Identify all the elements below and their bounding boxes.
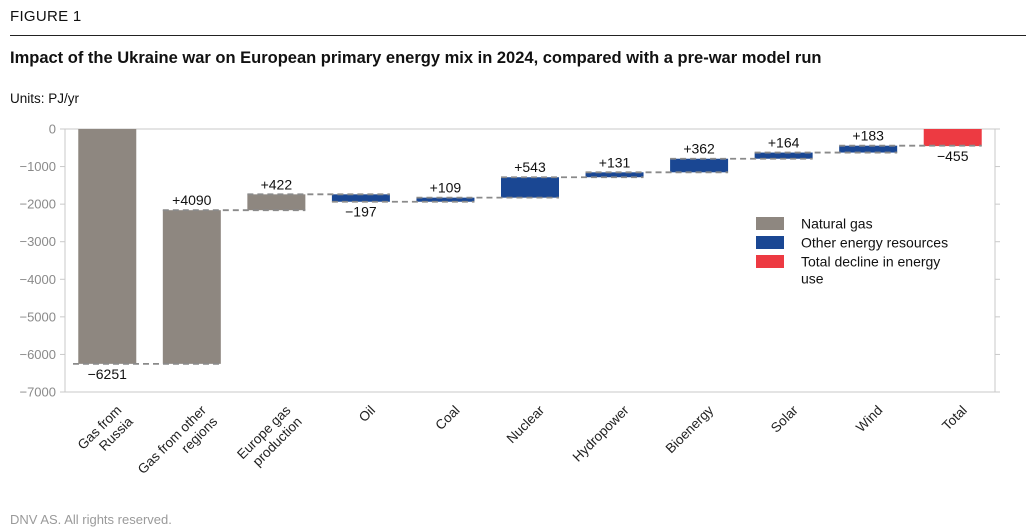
legend-swatch <box>756 217 784 230</box>
data-label: +362 <box>683 141 715 157</box>
bar <box>670 158 729 173</box>
x-tick-label: Bioenergy <box>663 402 717 456</box>
x-tick-label-line: Solar <box>768 402 801 435</box>
bar <box>416 197 475 202</box>
bar <box>585 172 644 178</box>
x-tick-label: Gas fromRussia <box>75 402 137 464</box>
y-tick-label: 0 <box>49 122 56 137</box>
data-label: +109 <box>430 180 462 196</box>
legend-label: Natural gas <box>801 216 873 232</box>
y-tick-label: −7000 <box>19 385 56 400</box>
x-tick-label-line: Coal <box>432 403 462 433</box>
bar <box>78 129 137 364</box>
figure-label: FIGURE 1 <box>10 8 82 25</box>
x-tick-label: Wind <box>853 403 885 435</box>
x-tick-label-line: Bioenergy <box>663 402 717 456</box>
legend-swatch <box>756 236 784 249</box>
y-tick-label: −5000 <box>19 309 56 324</box>
bar <box>331 194 390 202</box>
bar <box>839 145 898 153</box>
legend-label: Other energy resources <box>801 235 948 251</box>
units-label: Units: PJ/yr <box>10 91 80 106</box>
data-label: +131 <box>599 154 631 170</box>
x-tick-label: Total <box>939 403 970 434</box>
data-label: +4090 <box>172 192 212 208</box>
x-tick-label-line: Total <box>939 403 970 434</box>
x-tick-label: Gas from otherregions <box>135 402 221 488</box>
x-tick-label-line: Oil <box>356 403 378 425</box>
x-tick-label: Coal <box>432 403 462 433</box>
data-label: +422 <box>261 176 293 192</box>
y-tick-label: −3000 <box>19 234 56 249</box>
bar <box>754 152 813 159</box>
x-tick-label: Solar <box>768 402 801 435</box>
x-tick-label-line: Hydropower <box>570 402 632 464</box>
data-label: −197 <box>345 204 377 220</box>
data-label: +164 <box>768 135 800 151</box>
data-label: −6251 <box>88 366 128 382</box>
x-tick-label: Hydropower <box>570 402 632 464</box>
bar <box>923 129 982 147</box>
y-tick-label: −4000 <box>19 272 56 287</box>
legend-swatch <box>756 255 784 268</box>
data-label: −455 <box>937 148 969 164</box>
x-tick-label: Oil <box>356 403 378 425</box>
data-label: +543 <box>514 159 546 175</box>
legend-label-continued: use <box>801 271 824 287</box>
bar <box>501 177 559 198</box>
data-label: +183 <box>852 128 884 144</box>
chart-title: Impact of the Ukraine war on European pr… <box>10 49 822 67</box>
bar <box>247 194 306 211</box>
x-tick-label: Europe gasproduction <box>234 402 305 473</box>
y-tick-label: −2000 <box>19 197 56 212</box>
x-tick-label-line: Wind <box>853 403 885 435</box>
x-tick-label: Nuclear <box>504 402 548 446</box>
y-tick-label: −1000 <box>19 159 56 174</box>
y-tick-label: −6000 <box>19 347 56 362</box>
copyright-footer: DNV AS. All rights reserved. <box>10 512 172 527</box>
header-divider <box>10 35 1026 36</box>
bar <box>162 210 221 364</box>
x-tick-label-line: Nuclear <box>504 402 548 446</box>
legend-label: Total decline in energy <box>801 254 940 270</box>
